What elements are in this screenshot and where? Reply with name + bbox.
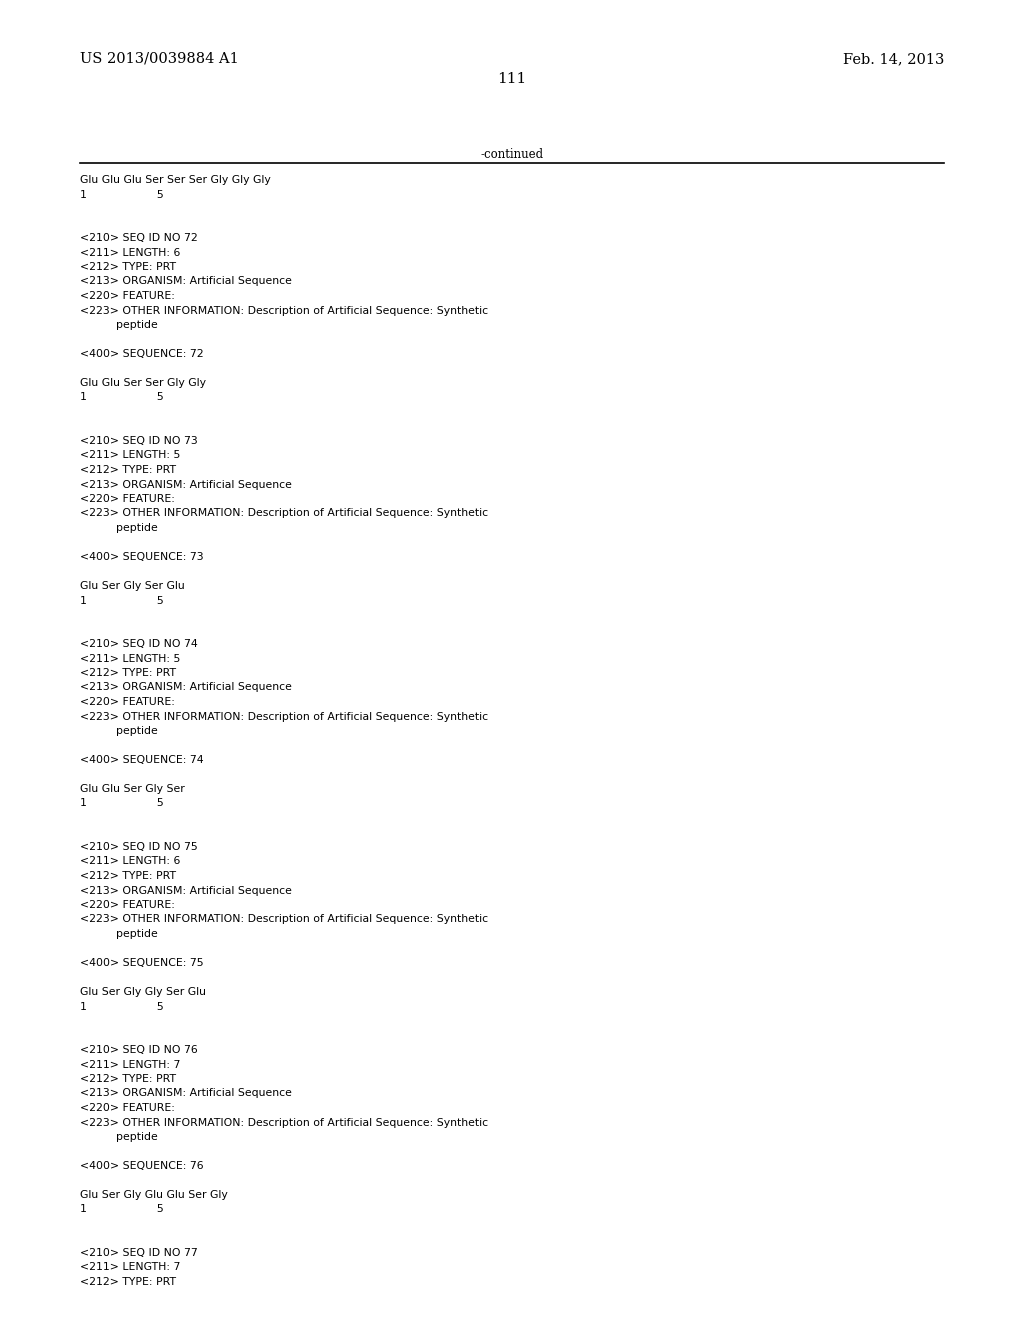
Text: <220> FEATURE:: <220> FEATURE: xyxy=(80,290,175,301)
Text: <212> TYPE: PRT: <212> TYPE: PRT xyxy=(80,871,176,880)
Text: 1                    5: 1 5 xyxy=(80,799,164,808)
Text: 111: 111 xyxy=(498,73,526,86)
Text: Glu Glu Glu Ser Ser Ser Gly Gly Gly: Glu Glu Glu Ser Ser Ser Gly Gly Gly xyxy=(80,176,270,185)
Text: Glu Ser Gly Ser Glu: Glu Ser Gly Ser Glu xyxy=(80,581,184,591)
Text: <220> FEATURE:: <220> FEATURE: xyxy=(80,697,175,708)
Text: <211> LENGTH: 5: <211> LENGTH: 5 xyxy=(80,450,180,461)
Text: <210> SEQ ID NO 72: <210> SEQ ID NO 72 xyxy=(80,234,198,243)
Text: <400> SEQUENCE: 76: <400> SEQUENCE: 76 xyxy=(80,1162,204,1171)
Text: Glu Ser Gly Glu Glu Ser Gly: Glu Ser Gly Glu Glu Ser Gly xyxy=(80,1191,227,1200)
Text: Glu Glu Ser Gly Ser: Glu Glu Ser Gly Ser xyxy=(80,784,184,795)
Text: <400> SEQUENCE: 75: <400> SEQUENCE: 75 xyxy=(80,958,204,968)
Text: Glu Glu Ser Ser Gly Gly: Glu Glu Ser Ser Gly Gly xyxy=(80,378,206,388)
Text: <213> ORGANISM: Artificial Sequence: <213> ORGANISM: Artificial Sequence xyxy=(80,682,292,693)
Text: <212> TYPE: PRT: <212> TYPE: PRT xyxy=(80,465,176,475)
Text: <211> LENGTH: 5: <211> LENGTH: 5 xyxy=(80,653,180,664)
Text: <210> SEQ ID NO 74: <210> SEQ ID NO 74 xyxy=(80,639,198,649)
Text: -continued: -continued xyxy=(480,148,544,161)
Text: <210> SEQ ID NO 75: <210> SEQ ID NO 75 xyxy=(80,842,198,851)
Text: <220> FEATURE:: <220> FEATURE: xyxy=(80,900,175,909)
Text: <212> TYPE: PRT: <212> TYPE: PRT xyxy=(80,668,176,678)
Text: <400> SEQUENCE: 74: <400> SEQUENCE: 74 xyxy=(80,755,204,766)
Text: <223> OTHER INFORMATION: Description of Artificial Sequence: Synthetic: <223> OTHER INFORMATION: Description of … xyxy=(80,1118,488,1127)
Text: <212> TYPE: PRT: <212> TYPE: PRT xyxy=(80,1276,176,1287)
Text: peptide: peptide xyxy=(116,929,158,939)
Text: <213> ORGANISM: Artificial Sequence: <213> ORGANISM: Artificial Sequence xyxy=(80,276,292,286)
Text: <223> OTHER INFORMATION: Description of Artificial Sequence: Synthetic: <223> OTHER INFORMATION: Description of … xyxy=(80,508,488,519)
Text: <210> SEQ ID NO 73: <210> SEQ ID NO 73 xyxy=(80,436,198,446)
Text: 1                    5: 1 5 xyxy=(80,392,164,403)
Text: <223> OTHER INFORMATION: Description of Artificial Sequence: Synthetic: <223> OTHER INFORMATION: Description of … xyxy=(80,305,488,315)
Text: <211> LENGTH: 6: <211> LENGTH: 6 xyxy=(80,857,180,866)
Text: 1                    5: 1 5 xyxy=(80,190,164,199)
Text: <213> ORGANISM: Artificial Sequence: <213> ORGANISM: Artificial Sequence xyxy=(80,886,292,895)
Text: Glu Ser Gly Gly Ser Glu: Glu Ser Gly Gly Ser Glu xyxy=(80,987,206,997)
Text: 1                    5: 1 5 xyxy=(80,595,164,606)
Text: peptide: peptide xyxy=(116,726,158,737)
Text: <213> ORGANISM: Artificial Sequence: <213> ORGANISM: Artificial Sequence xyxy=(80,1089,292,1098)
Text: <210> SEQ ID NO 77: <210> SEQ ID NO 77 xyxy=(80,1247,198,1258)
Text: <220> FEATURE:: <220> FEATURE: xyxy=(80,1104,175,1113)
Text: 1                    5: 1 5 xyxy=(80,1002,164,1011)
Text: <210> SEQ ID NO 76: <210> SEQ ID NO 76 xyxy=(80,1045,198,1055)
Text: <213> ORGANISM: Artificial Sequence: <213> ORGANISM: Artificial Sequence xyxy=(80,479,292,490)
Text: <212> TYPE: PRT: <212> TYPE: PRT xyxy=(80,1074,176,1084)
Text: <400> SEQUENCE: 73: <400> SEQUENCE: 73 xyxy=(80,552,204,562)
Text: <220> FEATURE:: <220> FEATURE: xyxy=(80,494,175,504)
Text: <400> SEQUENCE: 72: <400> SEQUENCE: 72 xyxy=(80,348,204,359)
Text: Feb. 14, 2013: Feb. 14, 2013 xyxy=(843,51,944,66)
Text: peptide: peptide xyxy=(116,1133,158,1142)
Text: <211> LENGTH: 7: <211> LENGTH: 7 xyxy=(80,1262,180,1272)
Text: <211> LENGTH: 7: <211> LENGTH: 7 xyxy=(80,1060,180,1069)
Text: <223> OTHER INFORMATION: Description of Artificial Sequence: Synthetic: <223> OTHER INFORMATION: Description of … xyxy=(80,915,488,924)
Text: peptide: peptide xyxy=(116,523,158,533)
Text: US 2013/0039884 A1: US 2013/0039884 A1 xyxy=(80,51,239,66)
Text: <223> OTHER INFORMATION: Description of Artificial Sequence: Synthetic: <223> OTHER INFORMATION: Description of … xyxy=(80,711,488,722)
Text: peptide: peptide xyxy=(116,319,158,330)
Text: 1                    5: 1 5 xyxy=(80,1204,164,1214)
Text: <212> TYPE: PRT: <212> TYPE: PRT xyxy=(80,261,176,272)
Text: <211> LENGTH: 6: <211> LENGTH: 6 xyxy=(80,248,180,257)
